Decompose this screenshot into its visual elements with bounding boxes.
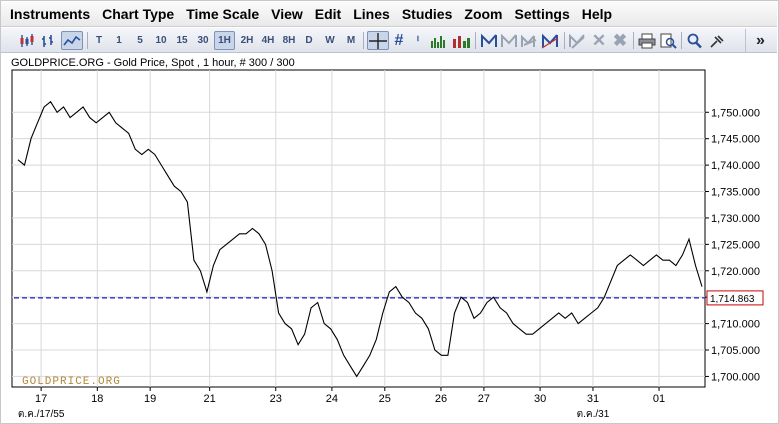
month-label: ต.ค./31 — [577, 409, 610, 420]
interval-button-30[interactable]: 30 — [197, 35, 209, 46]
menu-time-scale[interactable]: Time Scale — [186, 6, 260, 22]
month-label: ต.ค./17/55 — [18, 409, 65, 420]
x-tick-label: 27 — [478, 393, 490, 405]
y-axis: 1,700.0001,705.0001,710.0001,715.0001,72… — [705, 107, 760, 383]
menu-chart-type[interactable]: Chart Type — [102, 6, 175, 22]
menu-help[interactable]: Help — [581, 6, 613, 22]
interval-button-t[interactable]: T — [95, 35, 103, 46]
y-tick-label: 1,720.000 — [711, 266, 760, 278]
delete-all-icon: ✖ — [612, 30, 628, 50]
parallel-tool-icon — [520, 31, 538, 50]
crosshair-icon[interactable] — [367, 31, 389, 50]
line-chart-icon[interactable] — [61, 31, 83, 50]
menu-view[interactable]: View — [271, 6, 303, 22]
menu-settings[interactable]: Settings — [514, 6, 570, 22]
y-tick-label: 1,710.000 — [711, 319, 760, 331]
x-tick-label: 21 — [204, 393, 216, 405]
volume-icon[interactable] — [429, 31, 447, 50]
delete-tool-icon — [568, 31, 586, 50]
menu-edit[interactable]: Edit — [314, 6, 342, 22]
y-tick-label: 1,730.000 — [711, 213, 760, 225]
toolbar-separator — [681, 32, 682, 49]
current-price-value: 1,714.863 — [710, 294, 755, 305]
bar-chart-icon[interactable] — [39, 31, 59, 50]
toolbar-separator — [87, 32, 88, 49]
chart-header: GOLDPRICE.ORG - Gold Price, Spot , 1 hou… — [11, 57, 295, 69]
x-tick-label: 26 — [435, 393, 447, 405]
x-tick-label: 18 — [91, 393, 103, 405]
line-tool-disabled-icon — [500, 31, 518, 50]
y-tick-label: 1,725.000 — [711, 239, 760, 251]
menu-lines[interactable]: Lines — [353, 6, 390, 22]
y-tick-label: 1,750.000 — [711, 107, 760, 119]
y-tick-label: 1,740.000 — [711, 160, 760, 172]
x-tick-label: 24 — [326, 393, 338, 405]
x-tick-label: 23 — [270, 393, 282, 405]
menu-instruments[interactable]: Instruments — [10, 6, 91, 22]
grid-icon[interactable]: # — [394, 31, 404, 49]
bar-volume-icon[interactable] — [451, 31, 471, 50]
y-tick-label: 1,700.000 — [711, 371, 760, 383]
y-tick-label: 1,745.000 — [711, 134, 760, 146]
toolbar: T 1 5 10 15 30 1H 2H 4H 8H D W M # ⁱ ✕ ✖ — [1, 28, 777, 53]
x-tick-label: 31 — [587, 393, 599, 405]
line-tool-icon[interactable] — [480, 31, 498, 50]
x-tick-label: 25 — [379, 393, 391, 405]
current-price-label: 1,714.863 — [706, 290, 764, 306]
toolbar-separator — [633, 32, 634, 49]
print-preview-icon[interactable] — [658, 31, 678, 50]
interval-button-15[interactable]: 15 — [176, 35, 188, 46]
x-tick-label: 19 — [144, 393, 156, 405]
more-tools-button[interactable]: » — [745, 29, 775, 52]
zoom-icon[interactable] — [685, 31, 705, 50]
x-tick-label: 01 — [653, 393, 665, 405]
menu-zoom[interactable]: Zoom — [464, 6, 503, 22]
trend-tool-icon[interactable] — [540, 31, 560, 50]
interval-button-d[interactable]: D — [305, 35, 313, 46]
price-series-line — [17, 100, 703, 378]
interval-button-10[interactable]: 10 — [155, 35, 167, 46]
toolbar-separator — [363, 32, 364, 49]
x-tick-label: 30 — [534, 393, 546, 405]
close-icon: ✕ — [591, 30, 607, 50]
plot-area — [11, 69, 706, 388]
x-axis: 17 18 19 21 23 24 25 26 27 30 31 01 ต.ค./17/55 ต.ค./3… — [18, 387, 665, 420]
toolbar-separator — [475, 32, 476, 49]
x-tick-label: 17 — [35, 393, 47, 405]
menu-bar: Instruments Chart Type Time Scale View E… — [1, 2, 777, 27]
menu-studies[interactable]: Studies — [401, 6, 453, 22]
print-icon[interactable] — [637, 31, 657, 50]
y-tick-label: 1,735.000 — [711, 187, 760, 199]
interval-button-2h[interactable]: 2H — [240, 35, 254, 46]
interval-button-5[interactable]: 5 — [137, 35, 143, 46]
interval-button-m[interactable]: M — [346, 35, 356, 46]
y-tick-label: 1,705.000 — [711, 345, 760, 357]
toolbar-separator — [564, 32, 565, 49]
grid — [12, 70, 705, 387]
candlestick-icon[interactable] — [17, 31, 37, 50]
info-icon[interactable]: ⁱ — [416, 33, 420, 48]
interval-button-1[interactable]: 1 — [116, 35, 122, 46]
pin-icon[interactable] — [707, 31, 727, 50]
interval-button-4h[interactable]: 4H — [261, 35, 275, 46]
interval-button-w[interactable]: W — [325, 35, 335, 46]
watermark: GOLDPRICE.ORG — [22, 376, 121, 388]
interval-button-1h[interactable]: 1H — [214, 31, 235, 50]
interval-button-8h[interactable]: 8H — [282, 35, 296, 46]
